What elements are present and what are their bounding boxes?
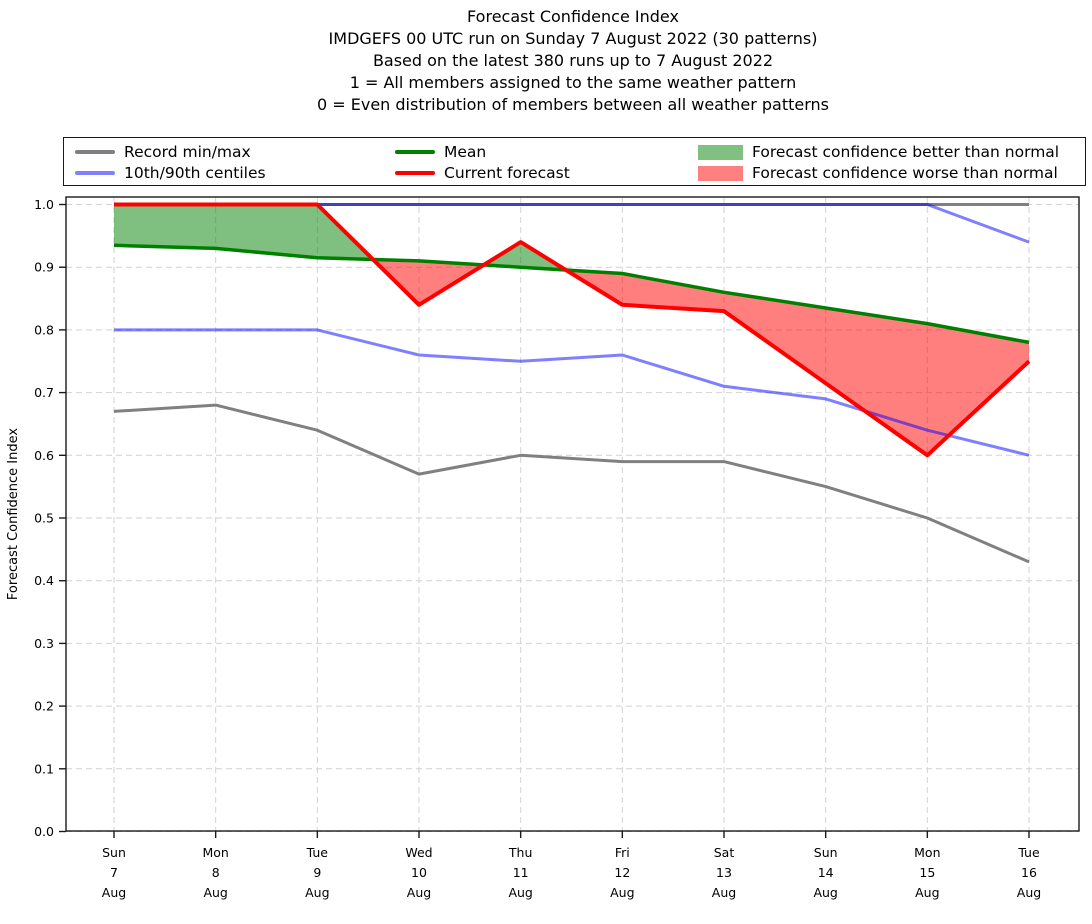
better-fill-swatch: [698, 144, 743, 160]
y-tick-label: 0.8: [34, 322, 54, 337]
worse-fill-swatch: [698, 165, 743, 181]
fill-better-region: [483, 242, 566, 270]
fill-worse-region: [373, 259, 484, 305]
legend-item-worse-than-normal: Forecast confidence worse than normal: [698, 163, 1058, 183]
x-tick-label-day: 14: [818, 865, 834, 880]
series-line-current-forecast: [114, 202, 1031, 458]
y-tick-label: 0.6: [34, 448, 54, 463]
legend-item-mean: Mean: [395, 142, 486, 162]
x-tick-label-weekday: Mon: [914, 845, 940, 860]
plot-border: [65, 196, 1080, 832]
x-tick-label-day: 15: [919, 865, 935, 880]
x-tick-label-weekday: Fri: [615, 845, 630, 860]
legend-item-better-than-normal: Forecast confidence better than normal: [698, 142, 1059, 162]
series-line-10th-centile: [114, 328, 1030, 457]
x-tick-label-month: Aug: [610, 885, 634, 900]
x-tick-label-month: Aug: [813, 885, 837, 900]
x-tick-label-month: Aug: [1017, 885, 1041, 900]
x-tick-label-day: 8: [212, 865, 220, 880]
record-minmax-line-swatch: [75, 150, 115, 154]
x-tick-label-weekday: Tue: [1017, 845, 1040, 860]
y-tick-label: 0.4: [34, 573, 54, 588]
y-tick-label: 0.0: [34, 824, 54, 839]
x-tick-label-day: 10: [411, 865, 427, 880]
chart-subtitle-run: IMDGEFS 00 UTC run on Sunday 7 August 20…: [328, 29, 818, 48]
x-tick-label-day: 7: [110, 865, 118, 880]
y-tick-label: 1.0: [34, 197, 54, 212]
legend-label: Forecast confidence better than normal: [752, 143, 1060, 161]
series-line-record-min: [113, 403, 1030, 564]
x-tick-label-weekday: Sat: [714, 845, 735, 860]
x-tick-label-weekday: Mon: [202, 845, 228, 860]
chart-subtitle-scale-zero: 0 = Even distribution of members between…: [316, 95, 830, 114]
y-tick-label: 0.7: [34, 385, 54, 400]
y-tick-label: 0.2: [34, 699, 54, 714]
y-tick-label: 0.3: [34, 636, 54, 651]
y-tick-label: 0.9: [34, 260, 54, 275]
x-tick-label-month: Aug: [305, 885, 329, 900]
legend-item-current-forecast: Current forecast: [395, 163, 570, 183]
y-axis-label: Forecast Confidence Index: [6, 428, 21, 600]
legend-item-record-minmax: Record min/max: [75, 142, 251, 162]
legend-label: Current forecast: [444, 164, 570, 182]
x-tick-label-weekday: Thu: [508, 845, 532, 860]
y-tick-label: 0.1: [34, 761, 54, 776]
chart-title-block: Forecast Confidence Index IMDGEFS 00 UTC…: [54, 6, 1092, 116]
legend-label: Mean: [444, 143, 487, 161]
x-tick-label-month: Aug: [508, 885, 532, 900]
x-tick-label-weekday: Sun: [814, 845, 838, 860]
mean-line-swatch: [395, 150, 435, 154]
x-tick-label-day: 12: [614, 865, 630, 880]
chart-title: Forecast Confidence Index: [467, 7, 679, 26]
chart-subtitle-scale-one: 1 = All members assigned to the same wea…: [349, 73, 797, 92]
legend-label: Forecast confidence worse than normal: [752, 164, 1058, 182]
chart-subtitle-basis: Based on the latest 380 runs up to 7 Aug…: [372, 51, 774, 70]
x-tick-label-weekday: Sun: [102, 845, 126, 860]
x-tick-label-month: Aug: [915, 885, 939, 900]
x-tick-label-month: Aug: [407, 885, 431, 900]
x-tick-label-day: 13: [716, 865, 732, 880]
x-tick-label-weekday: Tue: [306, 845, 329, 860]
x-tick-label-day: 16: [1021, 865, 1037, 880]
y-tick-label: 0.5: [34, 511, 54, 526]
legend-label: Record min/max: [124, 143, 251, 161]
x-tick-label-day: 11: [513, 865, 529, 880]
series-line-mean: [113, 243, 1030, 345]
x-tick-label-month: Aug: [102, 885, 126, 900]
legend: Record min/max 10th/90th centiles Mean C…: [63, 137, 1086, 186]
current-forecast-line-swatch: [395, 171, 435, 175]
centiles-line-swatch: [75, 171, 115, 175]
x-tick-label-month: Aug: [712, 885, 736, 900]
x-tick-label-month: Aug: [203, 885, 227, 900]
x-tick-label-weekday: Wed: [405, 845, 432, 860]
legend-label: 10th/90th centiles: [124, 164, 266, 182]
legend-item-centiles: 10th/90th centiles: [75, 163, 266, 183]
x-tick-label-day: 9: [313, 865, 321, 880]
